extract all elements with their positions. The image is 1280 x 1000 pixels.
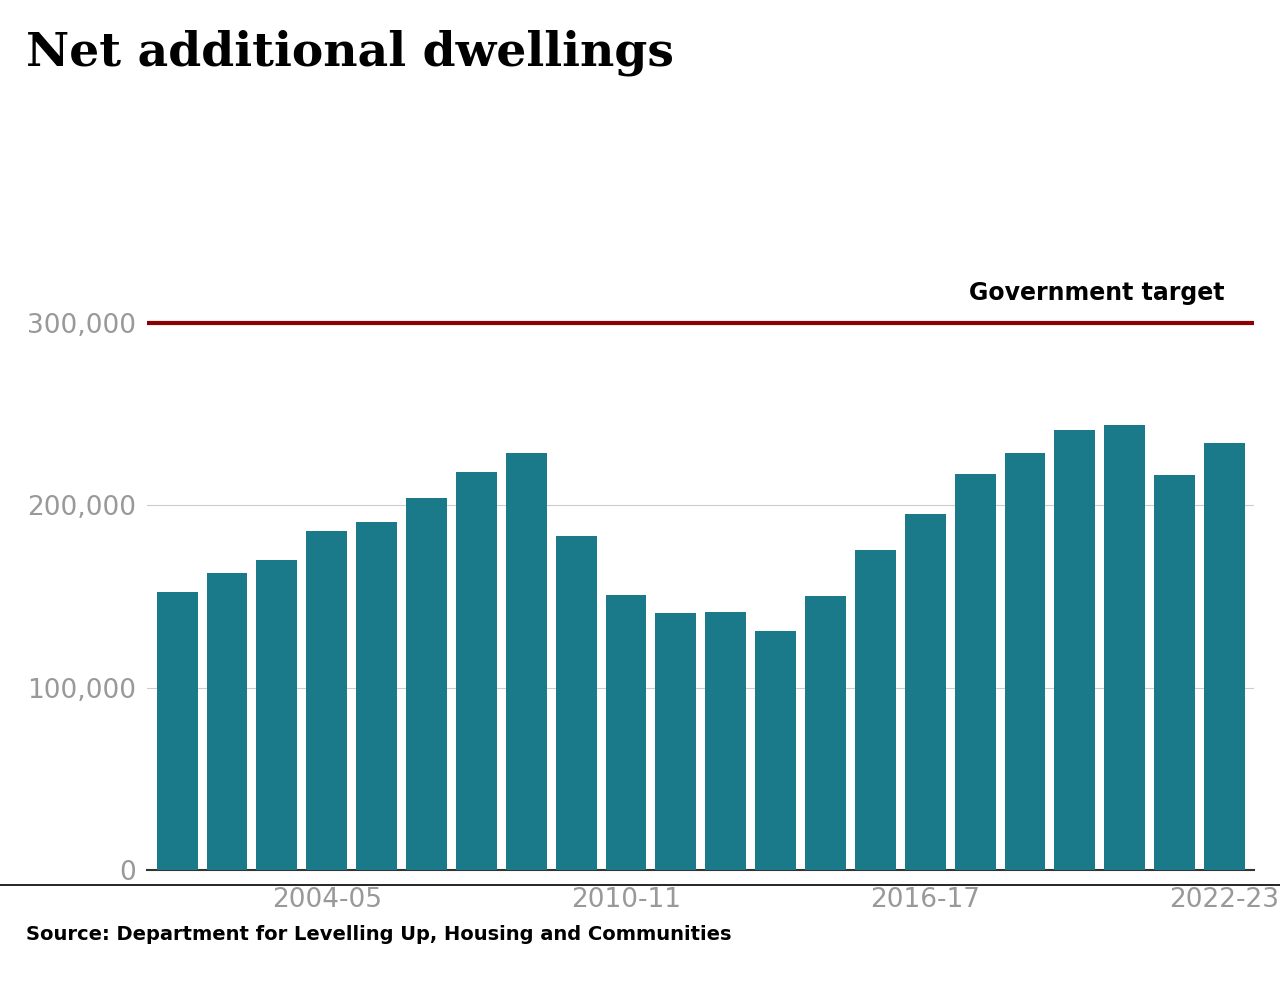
Bar	[655, 613, 696, 870]
Bar	[1005, 453, 1046, 870]
Text: Source: Department for Levelling Up, Housing and Communities: Source: Department for Levelling Up, Hou…	[26, 926, 731, 944]
Bar	[905, 514, 946, 870]
Bar	[705, 612, 746, 870]
Bar	[156, 592, 197, 870]
Bar	[755, 631, 796, 870]
Bar	[1204, 443, 1245, 870]
Bar	[855, 550, 896, 870]
Bar	[406, 498, 447, 870]
Bar	[605, 595, 646, 870]
Text: B: B	[1174, 926, 1192, 946]
Bar	[1155, 475, 1196, 870]
Bar	[1105, 425, 1146, 870]
Bar	[206, 573, 247, 870]
Text: Government target: Government target	[969, 281, 1225, 305]
Bar	[506, 453, 547, 870]
Bar	[356, 522, 397, 870]
Bar	[805, 596, 846, 870]
Bar	[955, 474, 996, 870]
Text: Net additional dwellings: Net additional dwellings	[26, 30, 673, 77]
Bar	[1055, 430, 1096, 870]
Bar	[306, 531, 347, 870]
Bar	[456, 472, 497, 870]
Text: C: C	[1225, 926, 1240, 946]
Text: B: B	[1124, 926, 1142, 946]
Bar	[256, 560, 297, 870]
Bar	[556, 536, 596, 870]
